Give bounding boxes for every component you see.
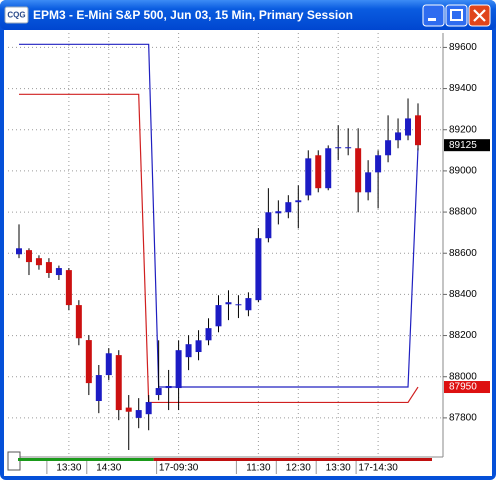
y-tick-label: 88200 [449,330,477,341]
candle-body [85,340,92,384]
candle-body [395,132,402,141]
candle-body [195,340,202,353]
candle-body [125,407,132,412]
candle-body [405,118,412,136]
logo: CQG [7,11,25,20]
candle-body [385,140,392,156]
candle-body [105,353,112,376]
candle-body [45,262,52,273]
x-tick-label: 14:30 [96,463,121,474]
candle-body [65,270,72,306]
candle-body [265,212,272,239]
candle-body [75,305,82,339]
candle-body [55,268,62,276]
candle-body [135,410,142,418]
session-bar [153,458,432,461]
candle-body [285,202,292,213]
candle-body [415,115,421,146]
y-tick-label: 89200 [449,124,477,135]
y-tick-label: 89000 [449,166,477,177]
candle-body [205,328,212,341]
candle-body [16,248,22,255]
x-tick-label: 17-09:30 [159,463,199,474]
y-tick-label: 88800 [449,207,477,218]
candle-body [275,211,282,214]
candle-body [255,238,262,301]
candle-body [375,155,382,173]
y-tick-label: 88400 [449,289,477,300]
candle-body [245,298,252,311]
minimize-button[interactable] [422,4,445,27]
candle-body [295,200,302,203]
x-tick-label: 17-14:30 [358,463,398,474]
price-marker-label: 87950 [449,382,477,393]
candle-body [335,147,342,149]
price-marker [444,139,490,152]
x-tick-label: 13:30 [326,463,351,474]
x-tick-label: 12:30 [286,463,311,474]
y-tick-label: 87800 [449,413,477,424]
candle-body [235,304,242,306]
candle-body [365,172,372,193]
maximize-button[interactable] [445,4,468,27]
candle-body [325,148,332,189]
title-bar [0,0,496,30]
y-tick-label: 88000 [449,371,477,382]
candle-body [225,302,232,305]
level-line [19,93,419,404]
y-tick-label: 89600 [449,42,477,53]
app-icon [4,6,29,24]
candle-body [25,250,32,263]
candle-body [175,350,182,389]
level-line [19,43,419,388]
x-tick-label: 11:30 [246,463,271,474]
candle-body [165,385,172,389]
session-bar [18,458,154,461]
close-button[interactable] [468,4,491,27]
window-title: EPM3 - E-Mini S&P 500, Jun 03, 15 Min, P… [33,8,353,22]
candle-body [185,344,192,358]
candle-body [95,375,102,402]
x-tick-label: 13:30 [56,463,81,474]
price-marker-label: 89125 [449,140,477,151]
candle-body [155,388,162,396]
candle-body [35,258,42,266]
candle-body [315,155,322,189]
candle-body [115,355,122,411]
price-marker [444,381,490,394]
candle-body [215,305,222,327]
y-tick-label: 88600 [449,248,477,259]
y-tick-label: 89400 [449,83,477,94]
candle-body [145,402,152,415]
candle-body [355,148,362,193]
candle-body [345,147,352,149]
candle-body [305,158,312,196]
